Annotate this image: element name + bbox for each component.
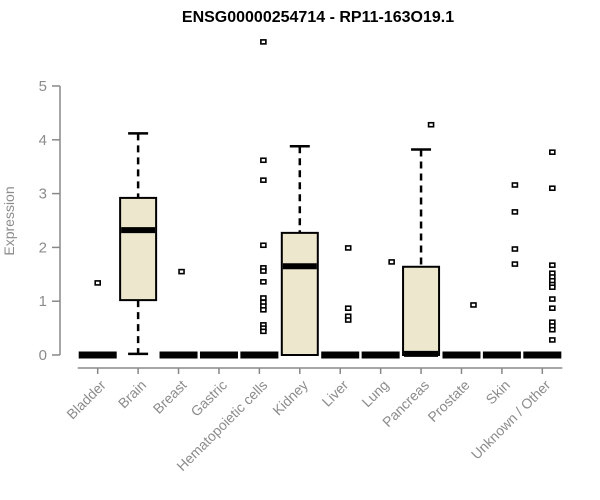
x-tick-label: Bladder xyxy=(63,377,109,423)
outlier-point xyxy=(549,305,556,311)
boxplot-kidney xyxy=(280,145,319,356)
outlier-point xyxy=(260,39,267,45)
outlier-point xyxy=(94,280,101,286)
outlier-point xyxy=(549,262,556,268)
outlier-point xyxy=(260,242,267,249)
outlier-point xyxy=(388,259,395,265)
outlier-point xyxy=(549,284,556,291)
boxplot-liver xyxy=(321,245,360,359)
boxplot-hematopoietic-cells xyxy=(240,39,279,359)
plot-area: 0 1 2 3 4 5 Bladder Brain BreastGastricHematopoi… xyxy=(39,39,563,474)
box-iqr xyxy=(402,265,441,357)
y-tick-label: 1 xyxy=(39,293,47,310)
chart-title: ENSG00000254714 - RP11-163O19.1 xyxy=(182,9,454,26)
y-axis-title: Expression xyxy=(1,186,17,255)
outlier-point xyxy=(260,268,267,274)
box-iqr xyxy=(280,231,319,356)
outlier-point xyxy=(511,182,519,188)
outlier-point xyxy=(260,328,267,335)
y-axis: 0 1 2 3 4 5 xyxy=(39,78,61,364)
boxplot-bladder xyxy=(78,280,117,359)
outlier-point xyxy=(344,245,352,251)
boxplot-gastric xyxy=(199,351,238,359)
boxplot-skin xyxy=(482,182,521,359)
outlier-point xyxy=(427,121,435,128)
boxplot-pancreas xyxy=(402,121,441,357)
outlier-point xyxy=(260,279,267,285)
flat-box xyxy=(523,351,562,359)
x-tick-label: Brain xyxy=(115,377,149,411)
outlier-point xyxy=(549,337,556,343)
boxplot-unknown-other xyxy=(523,149,562,359)
outlier-point xyxy=(260,177,267,183)
x-tick-label: Skin xyxy=(482,377,513,408)
x-tick-label: Kidney xyxy=(269,377,311,419)
outlier-point xyxy=(511,261,519,267)
outlier-point xyxy=(260,295,267,301)
outlier-point xyxy=(178,268,185,275)
x-tick-label: Breast xyxy=(150,377,190,417)
flat-box xyxy=(361,351,400,359)
boxplot-prostate xyxy=(442,302,481,359)
boxplot-breast xyxy=(159,268,198,359)
outlier-point xyxy=(511,246,519,252)
outlier-point xyxy=(470,302,477,308)
flat-box xyxy=(442,351,481,359)
boxplot-lung xyxy=(361,259,400,359)
boxplot-brain xyxy=(119,132,158,356)
flat-box xyxy=(240,351,279,359)
outlier-point xyxy=(549,296,556,302)
y-tick-label: 4 xyxy=(39,132,47,149)
flat-box xyxy=(159,351,198,359)
outlier-point xyxy=(260,157,267,164)
outlier-point xyxy=(344,317,352,323)
y-tick-label: 3 xyxy=(39,186,47,203)
outlier-point xyxy=(549,149,556,155)
flat-box xyxy=(321,351,360,359)
x-tick-label: Liver xyxy=(319,377,352,410)
y-tick-label: 5 xyxy=(39,78,47,95)
y-tick-label: 2 xyxy=(39,239,47,256)
flat-box xyxy=(199,351,238,359)
outlier-point xyxy=(344,305,352,311)
box-iqr xyxy=(119,196,158,302)
flat-box xyxy=(78,351,117,359)
x-tick-label: Lung xyxy=(358,377,391,410)
outlier-point xyxy=(549,185,556,192)
outlier-point xyxy=(260,307,267,313)
x-tick-label: Prostate xyxy=(424,377,472,425)
flat-box xyxy=(482,351,521,359)
y-tick-label: 0 xyxy=(39,347,47,364)
outlier-point xyxy=(549,326,556,333)
outlier-point xyxy=(511,209,519,215)
